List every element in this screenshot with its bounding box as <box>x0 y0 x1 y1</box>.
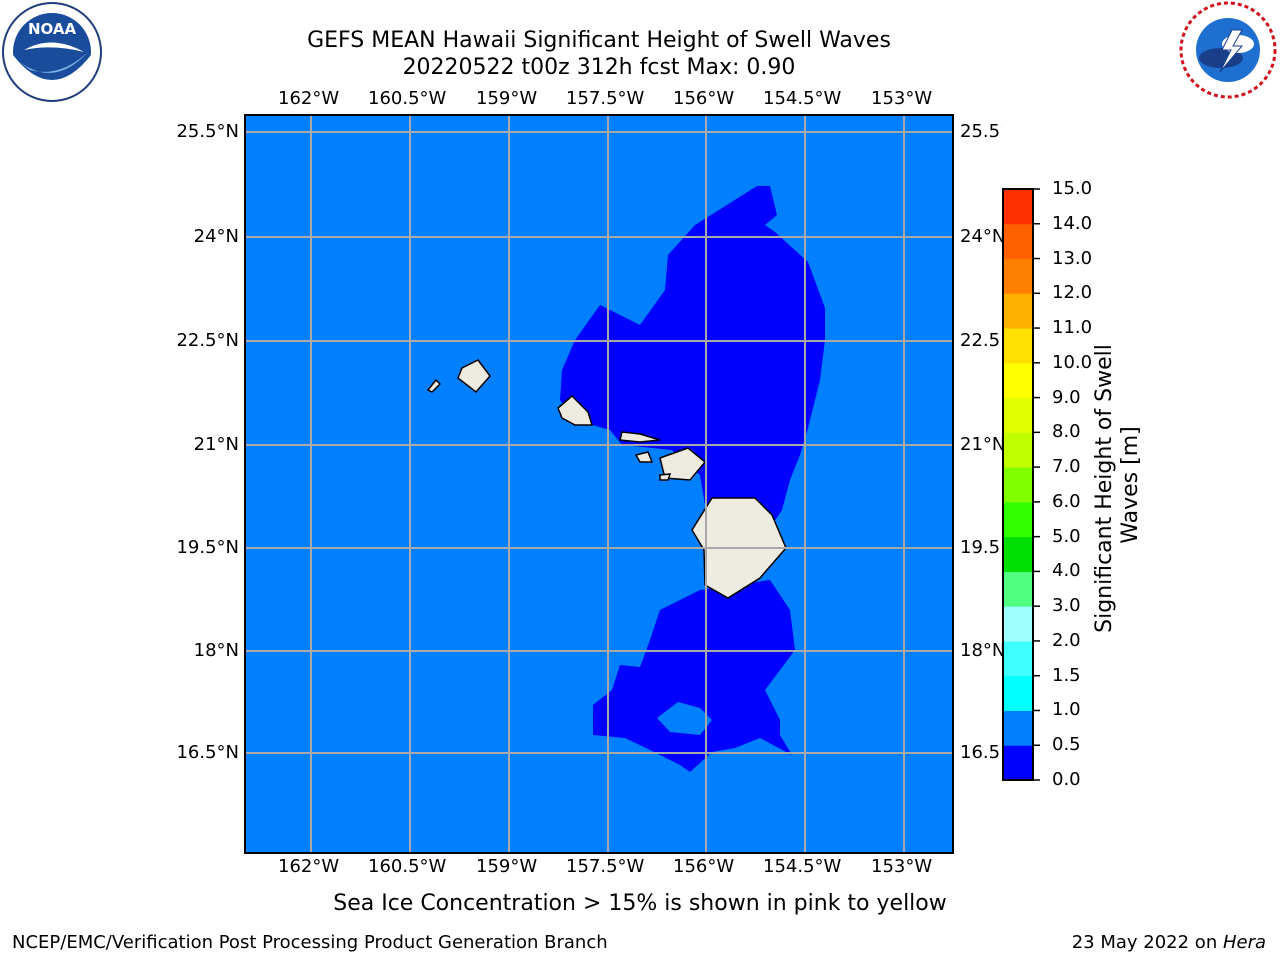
lon-label-top: 157.5°W <box>566 88 645 109</box>
colorbar-band <box>1003 293 1033 329</box>
colorbar-band <box>1003 745 1033 781</box>
colorbar-band <box>1003 675 1033 711</box>
footer-date: 23 May 2022 on Hera <box>1072 932 1266 953</box>
lon-label-bottom: 154.5°W <box>763 856 842 877</box>
lon-label-top: 154.5°W <box>763 88 842 109</box>
lat-label-left: 24°N <box>193 226 239 247</box>
ocean-background <box>245 115 953 853</box>
colorbar-tick-label: 9.0 <box>1052 386 1081 408</box>
lat-label-left: 22.5°N <box>176 330 239 351</box>
island-oahu <box>557 394 594 426</box>
colorbar-band <box>1003 189 1033 225</box>
lat-label-left: 16.5°N <box>176 742 239 763</box>
lat-label-left: 21°N <box>193 434 239 455</box>
colorbar-band <box>1003 467 1033 503</box>
lat-label-right: 22.5°N <box>960 330 1002 351</box>
colorbar-band <box>1003 501 1033 538</box>
island-molokai <box>619 431 661 443</box>
lon-label-bottom: 157.5°W <box>566 856 645 877</box>
colorbar-frame <box>1002 188 1034 781</box>
lat-label-right: 21°N <box>960 434 1002 455</box>
chart-title: GEFS MEAN Hawaii Significant Height of S… <box>307 28 891 53</box>
colorbar-tick-label: 7.0 <box>1052 456 1081 478</box>
footer-credit: NCEP/EMC/Verification Post Processing Pr… <box>12 932 608 953</box>
colorbar-band <box>1003 328 1033 364</box>
lat-label-left: 18°N <box>193 640 239 661</box>
lat-label-right: 18°N <box>960 640 1002 661</box>
colorbar-band <box>1003 362 1033 399</box>
lat-label-left: 19.5°N <box>176 537 239 558</box>
colorbar-band <box>1003 710 1033 746</box>
map-gridlines <box>245 115 953 853</box>
lat-labels-right-clip: 25.5°N 24°N 22.5°N 21°N 19.5°N 18°N 16.5… <box>960 110 1002 790</box>
lat-label-right: 19.5°N <box>960 537 1002 558</box>
colorbar-band <box>1003 606 1033 642</box>
lon-label-bottom: 159°W <box>476 856 538 877</box>
island-kahoolawe <box>659 473 672 481</box>
footer-date-text: 23 May 2022 on <box>1071 932 1223 953</box>
colorbar-tick-label: 12.0 <box>1052 282 1093 304</box>
colorbar-tick-label: 8.0 <box>1052 421 1081 443</box>
colorbar-band <box>1003 258 1033 294</box>
island-lanai <box>634 451 654 463</box>
lat-label-right: 24°N <box>960 226 1002 247</box>
colorbar-band <box>1003 571 1033 607</box>
colorbar-tick-label: 11.0 <box>1052 317 1093 339</box>
lon-label-top: 156°W <box>673 88 735 109</box>
lat-label-left: 25.5°N <box>176 121 239 142</box>
lon-label-top: 162°W <box>278 88 340 109</box>
colorbar-band <box>1003 432 1033 468</box>
map-frame <box>244 114 954 854</box>
colorbar-label: Significant Height of Swell Waves [m] <box>1092 337 1143 633</box>
colorbar-tick-label: 3.0 <box>1052 595 1081 617</box>
low-swell-region-south <box>593 580 795 772</box>
colorbar-tick-label: 10.0 <box>1052 351 1093 373</box>
colorbar-tick-label: 5.0 <box>1052 525 1081 547</box>
colorbar-label-line1: Significant Height of Swell <box>1092 344 1117 633</box>
moderate-swell-hole <box>657 702 712 735</box>
colorbar <box>1003 188 1040 781</box>
lon-label-top: 159°W <box>476 88 538 109</box>
colorbar-tick-label: 14.0 <box>1052 212 1093 234</box>
footer-system: Hera <box>1222 932 1266 953</box>
colorbar-tick-label: 4.0 <box>1052 560 1081 582</box>
colorbar-tick-label: 0.5 <box>1052 734 1081 756</box>
colorbar-tick-label: 2.0 <box>1052 629 1081 651</box>
chart-subtitle: 20220522 t00z 312h fcst Max: 0.90 <box>402 55 796 80</box>
colorbar-band <box>1003 640 1033 677</box>
colorbar-tick-label: 15.0 <box>1052 178 1093 199</box>
island-kauai <box>457 359 491 394</box>
colorbar-label-line2: Waves [m] <box>1118 426 1143 543</box>
colorbar-band <box>1003 536 1033 572</box>
lon-label-bottom: 153°W <box>871 856 933 877</box>
island-niihau <box>426 378 442 393</box>
noaa-logo: NOAA <box>0 0 104 104</box>
lon-label-bottom: 160.5°W <box>368 856 447 877</box>
lat-label-right: 25.5°N <box>960 121 1002 142</box>
lon-label-bottom: 162°W <box>278 856 340 877</box>
lat-label-right: 16.5°N <box>960 742 1002 763</box>
lon-label-top: 160.5°W <box>368 88 447 109</box>
colorbar-tick-label: 1.5 <box>1052 664 1081 686</box>
nws-logo <box>1176 0 1280 100</box>
colorbar-band <box>1003 397 1033 433</box>
colorbar-tick-label: 6.0 <box>1052 490 1081 512</box>
lon-label-bottom: 156°W <box>673 856 735 877</box>
colorbar-tick-label: 0.0 <box>1052 769 1081 790</box>
colorbar-tick-label: 13.0 <box>1052 247 1093 269</box>
colorbar-tick-label: 1.0 <box>1052 699 1081 721</box>
colorbar-band <box>1003 223 1033 260</box>
lon-label-top: 153°W <box>871 88 933 109</box>
sea-ice-note: Sea Ice Concentration > 15% is shown in … <box>333 891 947 916</box>
noaa-logo-text: NOAA <box>28 20 77 38</box>
